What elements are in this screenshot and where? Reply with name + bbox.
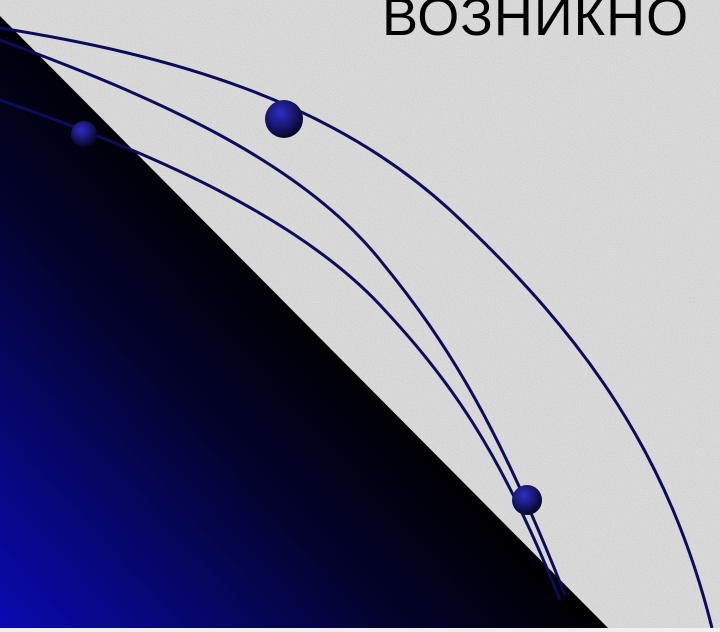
curve-outer — [0, 26, 714, 629]
dot-large — [265, 100, 303, 138]
bottom-edge — [0, 628, 720, 632]
slide-heading: ВОЗНИКНО — [382, 0, 690, 47]
gradient-triangle — [0, 16, 612, 632]
dot-lower — [512, 485, 542, 515]
curve-inner — [0, 98, 562, 601]
dot-left — [71, 121, 97, 147]
curve-middle — [0, 38, 567, 596]
